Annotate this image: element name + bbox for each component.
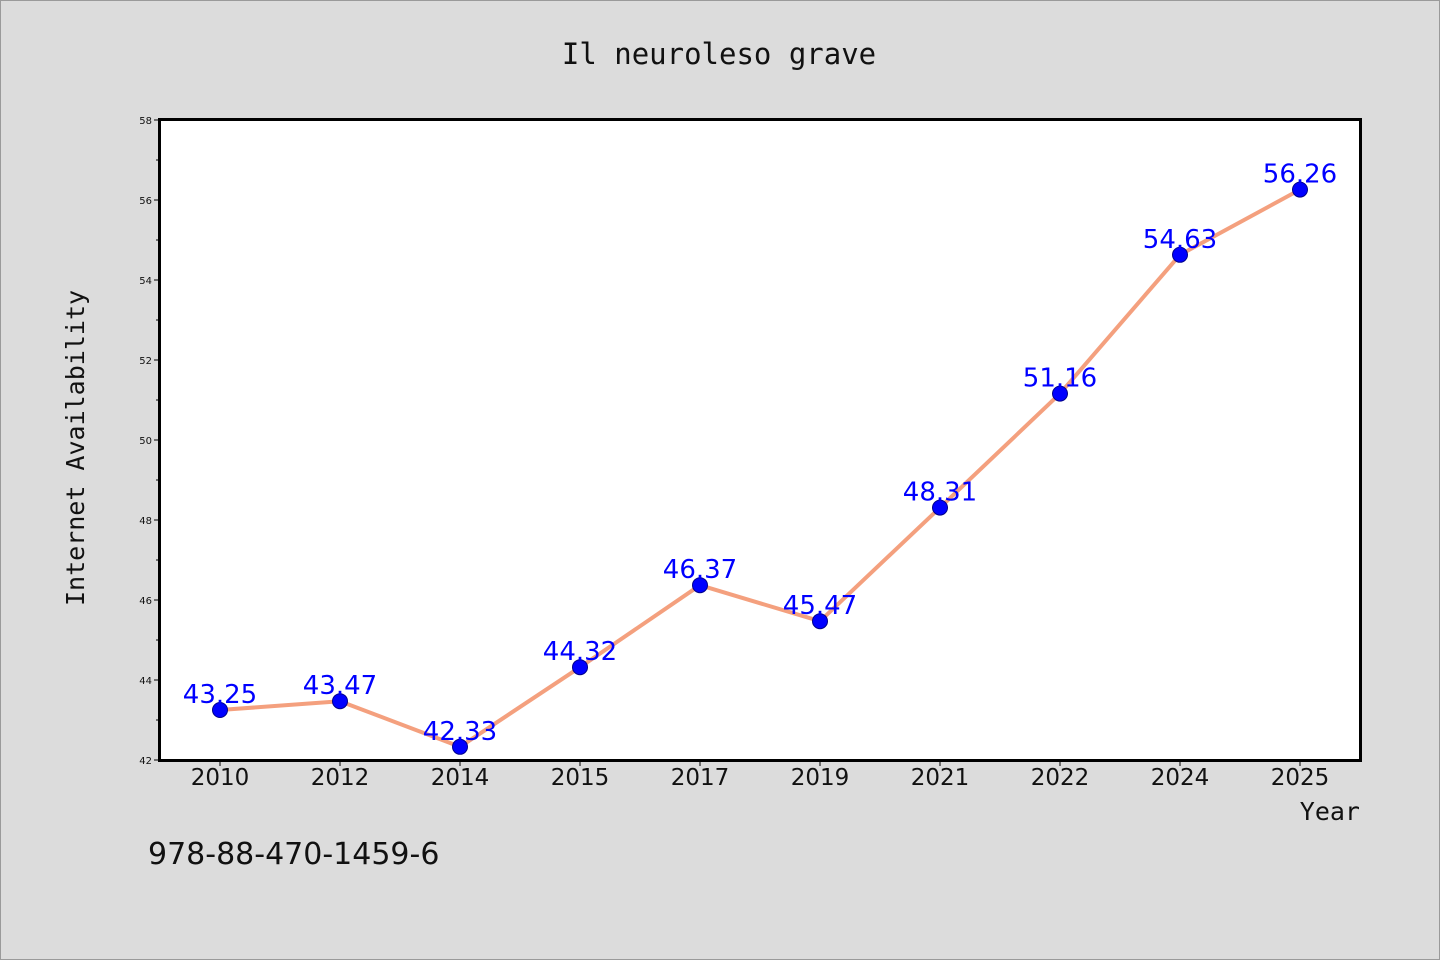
y-tick-label: 44 — [139, 676, 152, 687]
data-point — [332, 693, 348, 710]
y-tick-label: 50 — [139, 436, 152, 447]
y-tick-label: 52 — [139, 356, 152, 367]
data-label: 46.37 — [663, 555, 737, 585]
data-point — [692, 577, 708, 594]
data-label: 54.63 — [1143, 225, 1217, 255]
x-tick-label: 2010 — [191, 765, 250, 791]
data-label: 43.47 — [303, 671, 377, 701]
isbn-footnote: 978-88-470-1459-6 — [148, 837, 439, 872]
x-tick-label: 2017 — [671, 765, 730, 791]
x-axis: 2010 2012 2014 2015 2017 2019 2021 2022 2024 2025 — [191, 760, 1330, 791]
series-layer: 43.25 43.47 42.33 44.32 46.37 45.47 48.31 51.16… — [183, 160, 1337, 755]
x-tick-label: 2024 — [1151, 765, 1210, 791]
data-point — [812, 613, 828, 630]
data-point — [932, 499, 948, 516]
data-point — [1052, 385, 1068, 402]
y-tick-label: 48 — [139, 516, 152, 527]
data-label: 45.47 — [783, 591, 857, 621]
y-tick-label: 46 — [139, 596, 152, 607]
x-tick-label: 2014 — [431, 765, 490, 791]
y-tick-label: 58 — [139, 116, 152, 127]
x-tick-label: 2019 — [791, 765, 850, 791]
data-point — [1292, 181, 1308, 198]
data-label: 43.25 — [183, 680, 257, 710]
data-label: 48.31 — [903, 478, 977, 508]
y-axis-title: Internet Availability — [61, 290, 90, 606]
data-point — [212, 702, 228, 718]
data-point — [452, 738, 468, 755]
x-axis-title: Year — [1300, 797, 1360, 826]
chart-title: Il neuroleso grave — [562, 37, 876, 71]
series-line — [219, 187, 1301, 749]
x-tick-label: 2015 — [551, 765, 610, 791]
y-tick-label: 54 — [139, 276, 152, 287]
data-point — [1172, 246, 1188, 263]
data-label: 42.33 — [423, 717, 497, 747]
data-label: 51.16 — [1023, 364, 1097, 394]
y-axis: 42 44 46 48 50 52 54 56 58 — [139, 116, 160, 767]
data-label: 44.32 — [543, 637, 617, 667]
plot-area — [158, 118, 1362, 762]
x-tick-label: 2022 — [1031, 765, 1090, 791]
y-tick-label: 56 — [139, 196, 152, 207]
x-tick-label: 2021 — [911, 765, 970, 791]
x-tick-label: 2012 — [311, 765, 370, 791]
data-label: 56.26 — [1263, 160, 1337, 190]
y-tick-label: 42 — [139, 756, 152, 767]
data-point — [572, 659, 588, 676]
x-tick-label: 2025 — [1271, 765, 1330, 791]
